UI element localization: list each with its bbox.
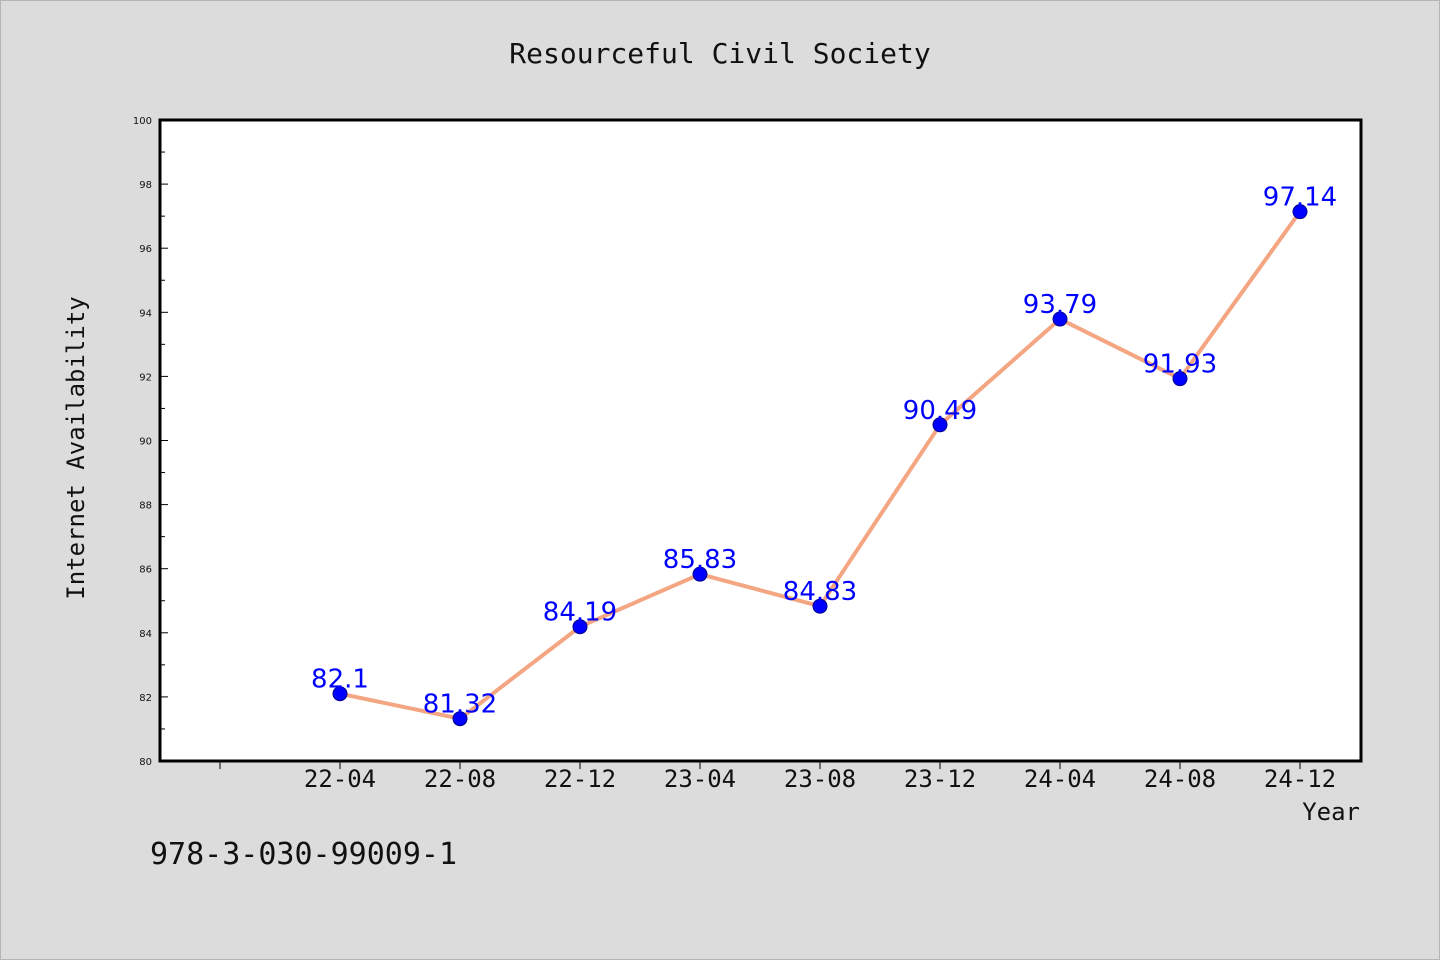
- y-axis: 80 82 84 86 88 90 92 94 96 98 100: [133, 116, 168, 768]
- plot-area: [158, 118, 1363, 763]
- data-point-marker: [452, 711, 468, 727]
- data-point-marker: [1172, 371, 1188, 387]
- data-label: 91.93: [1143, 350, 1217, 380]
- y-tick-label: 82: [139, 693, 152, 704]
- isbn-footer-text: 978-3-030-99009-1: [150, 837, 457, 872]
- data-label: 84.19: [543, 598, 617, 628]
- data-label: 93.79: [1023, 290, 1097, 320]
- x-tick-label: 24-08: [1144, 765, 1216, 793]
- y-tick-label: 98: [139, 180, 152, 191]
- data-label: 81.32: [423, 690, 497, 720]
- data-point-marker: [812, 598, 828, 614]
- y-tick-label: 80: [139, 757, 152, 768]
- x-tick-label: 23-12: [904, 765, 976, 793]
- x-tick-label: 22-12: [544, 765, 616, 793]
- x-tick-label: 24-04: [1024, 765, 1096, 793]
- data-point-marker: [1292, 204, 1308, 220]
- data-label: 90.49: [903, 396, 977, 426]
- y-tick-label: 96: [139, 244, 152, 255]
- data-point-marker: [332, 686, 348, 702]
- y-tick-label: 90: [139, 437, 152, 448]
- x-axis-label: Year: [1302, 798, 1360, 826]
- y-tick-label: 92: [139, 372, 152, 383]
- y-tick-label: 86: [139, 565, 152, 576]
- y-tick-label: 84: [139, 629, 152, 640]
- x-tick-label: 23-04: [664, 765, 736, 793]
- data-point-marker: [932, 417, 948, 433]
- data-label: 85.83: [663, 545, 737, 575]
- x-tick-label: 22-04: [304, 765, 376, 793]
- data-point-marker: [1052, 311, 1068, 327]
- x-axis: 22-04 22-08 22-12 23-04 23-08 23-12 24-04 24-08…: [219, 761, 1336, 793]
- data-label: 84.83: [783, 577, 857, 607]
- y-tick-label: 88: [139, 501, 152, 512]
- data-point-marker: [692, 566, 708, 582]
- x-tick-label: 22-08: [424, 765, 496, 793]
- data-label: 82.1: [311, 665, 369, 695]
- data-label: 97.14: [1263, 183, 1337, 213]
- data-labels: 82.1 81.32 84.19 85.83 84.83 90.49 93.79 91.93 9…: [311, 183, 1337, 720]
- x-tick-label: 23-08: [784, 765, 856, 793]
- x-tick-label: 24-12: [1264, 765, 1336, 793]
- y-tick-label: 100: [133, 116, 152, 127]
- y-axis-label: Internet Availability: [62, 296, 90, 599]
- series-line-group: [332, 204, 1308, 727]
- chart-title: Resourceful Civil Society: [509, 37, 930, 70]
- y-tick-label: 94: [139, 308, 152, 319]
- data-point-marker: [572, 619, 588, 635]
